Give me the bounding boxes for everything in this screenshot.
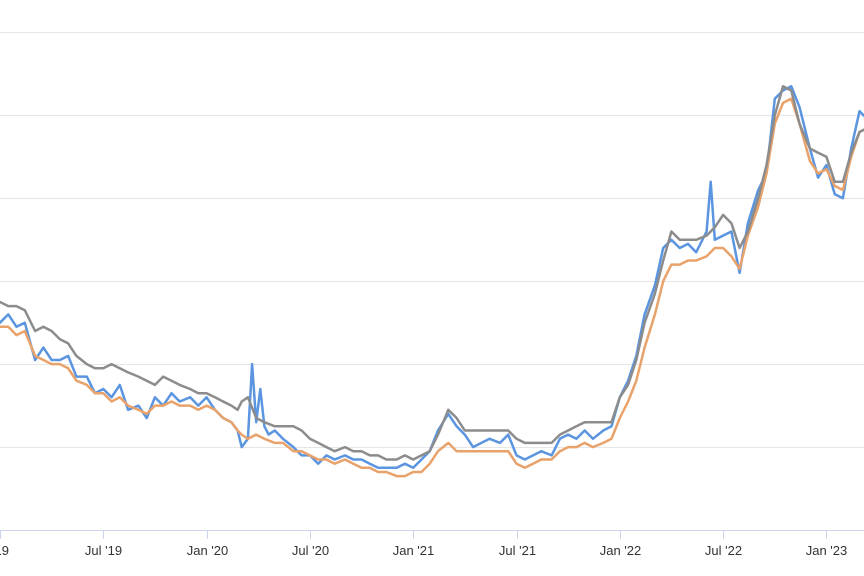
- x-tick-label: Jan '21: [393, 543, 435, 558]
- x-axis: '19 Jul '19 Jan '20 Jul '20 Jan '21 Jul '21 Ja…: [0, 530, 847, 558]
- x-tick-label: Jul '19: [85, 543, 122, 558]
- x-tick-label: Jul '22: [705, 543, 742, 558]
- series-line-3: [0, 85, 864, 461]
- x-tick-label: Jul '21: [499, 543, 536, 558]
- gridlines: [0, 32, 864, 531]
- x-tick-label: '19: [0, 543, 9, 558]
- x-tick-label: Jan '23: [806, 543, 848, 558]
- x-tick-label: Jul '20: [292, 543, 329, 558]
- x-tick-label: Jan '20: [187, 543, 229, 558]
- series-line-2: [0, 97, 864, 478]
- series-line-1: [0, 85, 864, 470]
- series-lines: [0, 85, 864, 478]
- x-tick-label: Jan '22: [600, 543, 642, 558]
